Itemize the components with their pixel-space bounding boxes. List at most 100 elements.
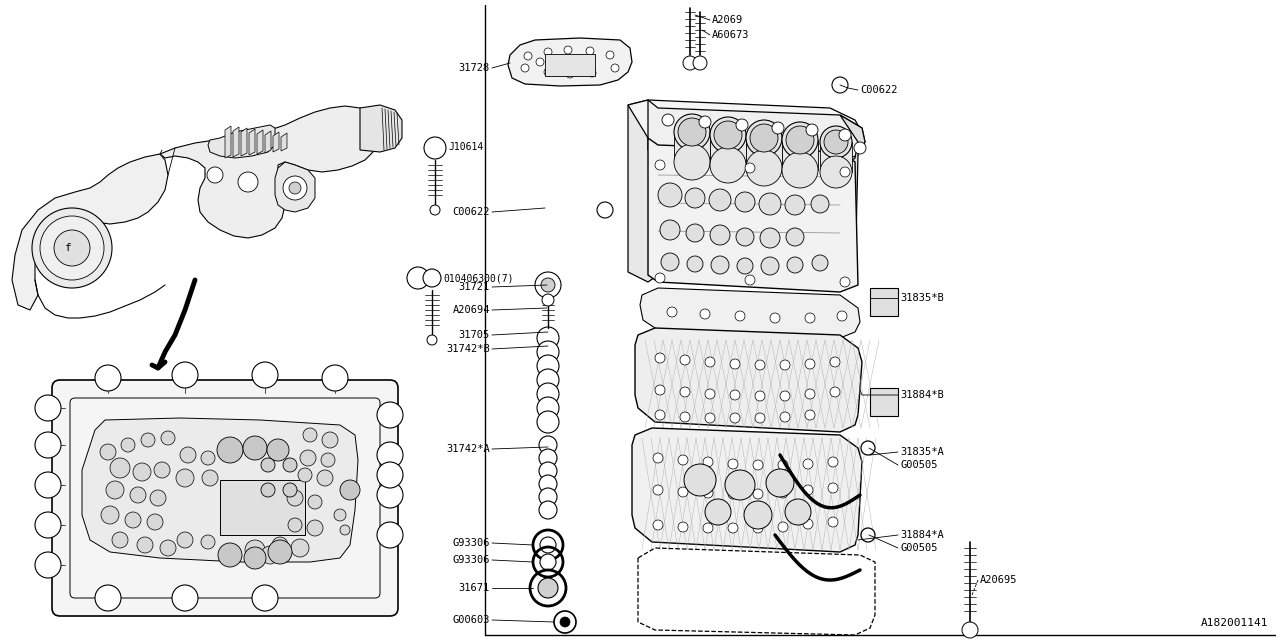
Circle shape xyxy=(778,488,788,498)
Polygon shape xyxy=(635,328,861,432)
Circle shape xyxy=(298,468,312,482)
Circle shape xyxy=(35,472,61,498)
Circle shape xyxy=(564,46,572,54)
Circle shape xyxy=(786,126,814,154)
Polygon shape xyxy=(273,132,279,152)
Circle shape xyxy=(323,432,338,448)
Polygon shape xyxy=(241,128,247,156)
Circle shape xyxy=(611,64,620,72)
Circle shape xyxy=(705,389,716,399)
Circle shape xyxy=(753,523,763,533)
Circle shape xyxy=(261,483,275,497)
Polygon shape xyxy=(360,105,402,152)
Circle shape xyxy=(828,483,838,493)
Circle shape xyxy=(110,458,131,478)
Circle shape xyxy=(805,389,815,399)
Circle shape xyxy=(685,188,705,208)
Circle shape xyxy=(658,183,682,207)
Bar xyxy=(870,388,899,416)
Text: 2: 2 xyxy=(415,273,421,283)
Circle shape xyxy=(538,369,559,391)
Circle shape xyxy=(680,387,690,397)
Circle shape xyxy=(131,487,146,503)
Circle shape xyxy=(541,278,556,292)
Polygon shape xyxy=(275,162,315,212)
Text: G00603: G00603 xyxy=(453,615,490,625)
Circle shape xyxy=(653,453,663,463)
Polygon shape xyxy=(508,38,632,86)
Circle shape xyxy=(653,485,663,495)
Text: 31835*A: 31835*A xyxy=(900,447,943,457)
Circle shape xyxy=(428,335,436,345)
Circle shape xyxy=(832,77,849,93)
Circle shape xyxy=(771,313,780,323)
Circle shape xyxy=(755,391,765,401)
Circle shape xyxy=(780,360,790,370)
Circle shape xyxy=(760,228,780,248)
Text: A20695: A20695 xyxy=(980,575,1018,585)
Circle shape xyxy=(655,385,666,395)
Circle shape xyxy=(32,208,113,288)
Circle shape xyxy=(424,137,445,159)
Circle shape xyxy=(772,122,785,134)
Circle shape xyxy=(778,522,788,532)
Circle shape xyxy=(95,365,122,391)
Circle shape xyxy=(861,528,876,542)
Circle shape xyxy=(535,272,561,298)
Circle shape xyxy=(160,540,177,556)
Circle shape xyxy=(303,428,317,442)
Circle shape xyxy=(308,495,323,509)
Circle shape xyxy=(243,436,268,460)
Bar xyxy=(870,288,899,316)
Circle shape xyxy=(705,413,716,423)
Text: 1: 1 xyxy=(45,560,51,570)
Text: 31742*A: 31742*A xyxy=(447,444,490,454)
Circle shape xyxy=(820,156,852,188)
Circle shape xyxy=(407,267,429,289)
Circle shape xyxy=(378,402,403,428)
Circle shape xyxy=(201,451,215,465)
Polygon shape xyxy=(250,129,255,155)
Circle shape xyxy=(782,122,818,158)
Circle shape xyxy=(252,362,278,388)
Circle shape xyxy=(538,383,559,405)
Polygon shape xyxy=(160,106,380,238)
Circle shape xyxy=(378,522,403,548)
Bar xyxy=(220,480,305,535)
Circle shape xyxy=(35,512,61,538)
Circle shape xyxy=(840,277,850,287)
Circle shape xyxy=(680,412,690,422)
Polygon shape xyxy=(628,100,658,282)
Circle shape xyxy=(699,116,710,128)
Circle shape xyxy=(806,124,818,136)
Circle shape xyxy=(735,192,755,212)
Circle shape xyxy=(736,119,748,131)
Circle shape xyxy=(558,58,566,66)
Circle shape xyxy=(561,617,570,627)
Text: C00622: C00622 xyxy=(453,207,490,217)
Circle shape xyxy=(283,483,297,497)
Circle shape xyxy=(678,455,689,465)
Text: A182001141: A182001141 xyxy=(1201,618,1268,628)
Circle shape xyxy=(778,460,788,470)
Text: 2: 2 xyxy=(182,593,188,603)
Circle shape xyxy=(540,554,556,570)
Circle shape xyxy=(655,353,666,363)
Circle shape xyxy=(803,485,813,495)
Circle shape xyxy=(588,69,596,77)
Circle shape xyxy=(675,114,710,150)
Circle shape xyxy=(837,311,847,321)
Text: 1: 1 xyxy=(387,410,393,420)
Text: 2: 2 xyxy=(332,373,338,383)
Text: 1: 1 xyxy=(45,403,51,413)
Circle shape xyxy=(101,506,119,524)
Circle shape xyxy=(710,147,746,183)
Circle shape xyxy=(521,64,529,72)
Circle shape xyxy=(710,117,746,153)
FancyBboxPatch shape xyxy=(52,380,398,616)
Text: J10614: J10614 xyxy=(448,142,484,152)
Circle shape xyxy=(268,439,289,461)
Circle shape xyxy=(317,470,333,486)
Circle shape xyxy=(539,488,557,506)
Circle shape xyxy=(709,189,731,211)
